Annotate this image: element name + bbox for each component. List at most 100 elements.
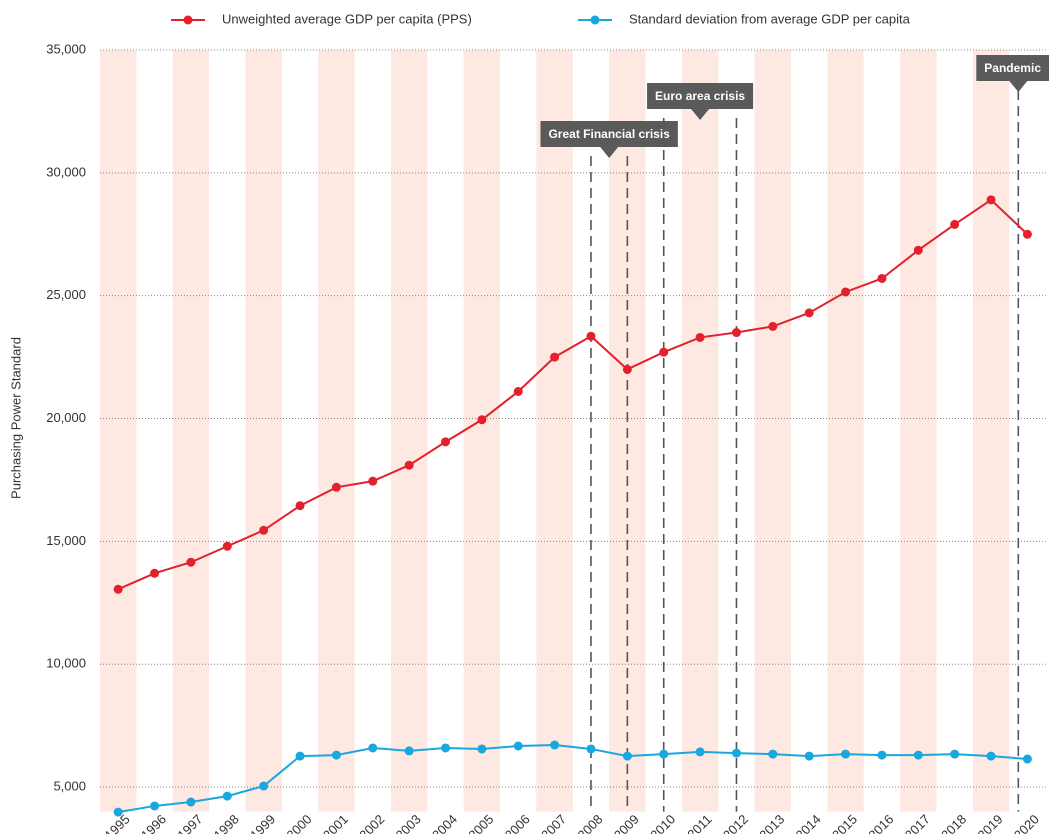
- annotation-box: [540, 121, 678, 147]
- data-point: [113, 807, 123, 817]
- data-point: [550, 740, 560, 750]
- annotation: Pandemic: [976, 55, 1049, 92]
- x-tick-label: 2011: [684, 812, 714, 834]
- x-tick-label: 2002: [356, 812, 387, 834]
- annotation-box: [647, 83, 754, 109]
- y-tick-label: 15,000: [46, 533, 86, 548]
- data-point: [368, 476, 378, 486]
- x-tick-label: 1998: [211, 812, 242, 834]
- data-point: [186, 557, 196, 567]
- data-point: [259, 525, 269, 535]
- data-point: [877, 273, 887, 283]
- x-tick-label: 2000: [284, 812, 315, 834]
- data-point: [804, 308, 814, 318]
- x-tick-label: 2020: [1011, 812, 1042, 834]
- annotation: Euro area crisis: [647, 83, 754, 120]
- x-tick-label: 2015: [829, 812, 860, 834]
- data-point: [404, 746, 414, 756]
- year-band: [754, 50, 792, 812]
- legend-label: Standard deviation from average GDP per …: [629, 11, 911, 26]
- x-tick-label: 2010: [647, 812, 678, 834]
- y-axis-label: Purchasing Power Standard: [8, 337, 23, 499]
- data-point: [804, 751, 814, 761]
- year-band: [536, 50, 573, 812]
- data-point: [768, 749, 778, 759]
- annotation: Great Financial crisis: [540, 121, 678, 158]
- data-point: [513, 741, 523, 751]
- data-point: [441, 437, 451, 447]
- data-point: [986, 195, 996, 205]
- data-point: [986, 751, 996, 761]
- data-point: [368, 743, 378, 753]
- x-tick-label: 2009: [611, 812, 642, 834]
- data-point: [950, 749, 960, 759]
- data-point: [1022, 229, 1032, 239]
- x-tick-label: 2018: [938, 812, 969, 834]
- annotation-label: Pandemic: [984, 61, 1041, 75]
- x-tick-label: 2007: [538, 812, 569, 834]
- data-point: [113, 584, 123, 594]
- year-band: [318, 50, 355, 812]
- year-band: [681, 50, 719, 812]
- legend-label: Unweighted average GDP per capita (PPS): [222, 11, 472, 26]
- y-tick-label: 20,000: [46, 410, 86, 425]
- annotation-label: Euro area crisis: [655, 89, 745, 103]
- y-tick-label: 35,000: [46, 41, 86, 56]
- series-line: [117, 198, 1029, 591]
- data-point: [550, 352, 560, 362]
- data-point: [659, 347, 669, 357]
- data-point: [913, 245, 923, 255]
- annotation-label: Great Financial crisis: [548, 127, 670, 141]
- data-point: [659, 749, 669, 759]
- data-point: [586, 331, 596, 341]
- data-point: [695, 332, 705, 342]
- series-line: [118, 744, 1028, 814]
- x-tick-label: 2012: [720, 812, 751, 834]
- data-point: [295, 501, 305, 511]
- year-band: [390, 50, 428, 812]
- data-point: [841, 749, 851, 759]
- data-point: [150, 801, 160, 811]
- x-tick-label: 1999: [247, 812, 278, 834]
- data-point: [331, 750, 341, 760]
- data-point: [950, 219, 960, 229]
- x-tick-label: 2004: [429, 812, 460, 834]
- data-point: [768, 321, 778, 331]
- y-tick-label: 5,000: [53, 778, 86, 793]
- data-point: [150, 568, 160, 578]
- data-point: [622, 364, 632, 374]
- data-point: [622, 751, 632, 761]
- x-tick-label: 1996: [138, 812, 169, 834]
- data-point: [295, 751, 305, 761]
- x-tick-label: 2008: [574, 812, 605, 834]
- data-point: [877, 750, 887, 760]
- year-band: [827, 50, 864, 812]
- data-point: [259, 781, 269, 791]
- year-band: [245, 50, 282, 812]
- data-point: [222, 541, 232, 551]
- x-tick-label: 2001: [320, 812, 351, 834]
- data-point: [222, 791, 232, 801]
- x-tick-label: 2005: [465, 812, 496, 834]
- data-point: [731, 748, 741, 758]
- data-point: [913, 750, 923, 760]
- data-point: [513, 386, 523, 396]
- annotation-box: [976, 55, 1049, 81]
- year-band: [900, 50, 937, 812]
- data-point: [695, 747, 705, 757]
- data-point: [186, 797, 196, 807]
- data-point: [731, 328, 741, 338]
- legend-marker: [590, 15, 600, 25]
- data-point: [441, 743, 451, 753]
- y-tick-label: 10,000: [46, 656, 86, 671]
- data-point: [477, 415, 487, 425]
- x-tick-label: 2006: [502, 812, 533, 834]
- x-tick-label: 2019: [975, 812, 1006, 834]
- annotation-pointer: [600, 147, 619, 158]
- y-tick-label: 25,000: [46, 287, 86, 302]
- annotation-pointer: [1009, 81, 1028, 92]
- legend-marker: [183, 15, 193, 25]
- y-tick-label: 30,000: [46, 164, 86, 179]
- x-tick-label: 1997: [174, 812, 205, 834]
- data-point: [404, 460, 414, 470]
